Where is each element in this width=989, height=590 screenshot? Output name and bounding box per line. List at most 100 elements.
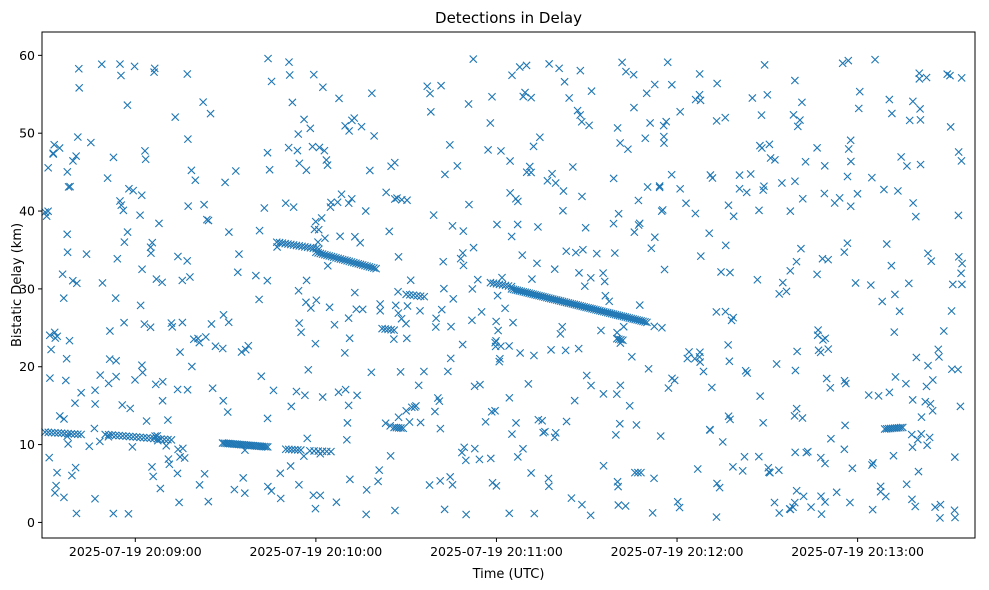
- clutter-point: [533, 222, 542, 231]
- clutter-point: [104, 379, 113, 388]
- clutter-point: [650, 322, 659, 331]
- clutter-point: [748, 94, 757, 103]
- clutter-point: [176, 452, 185, 461]
- clutter-point: [255, 226, 264, 235]
- track-point: [323, 251, 332, 260]
- track-point: [347, 258, 356, 266]
- clutter-point: [382, 188, 391, 197]
- clutter-point: [882, 240, 891, 249]
- clutter-point: [390, 194, 399, 203]
- clutter-point: [263, 482, 272, 491]
- clutter-point: [893, 186, 902, 195]
- clutter-point: [791, 366, 800, 375]
- clutter-point: [797, 98, 806, 107]
- clutter-point: [927, 257, 936, 266]
- clutter-point: [735, 171, 744, 180]
- clutter-point: [302, 276, 311, 285]
- clutter-point: [560, 77, 569, 86]
- clutter-point: [211, 342, 220, 351]
- track-point: [118, 431, 127, 440]
- clutter-point: [558, 322, 567, 331]
- track-point: [318, 250, 327, 259]
- clutter-point: [789, 503, 798, 512]
- clutter-point: [840, 248, 849, 257]
- clutter-point: [67, 471, 76, 480]
- clutter-point: [529, 351, 538, 360]
- clutter-point: [609, 219, 618, 228]
- clutter-point: [917, 413, 926, 422]
- clutter-point: [505, 509, 514, 518]
- clutter-point: [263, 276, 272, 285]
- clutter-point: [757, 144, 766, 153]
- clutter-point: [907, 430, 916, 439]
- clutter-point: [284, 143, 293, 152]
- clutter-point: [650, 233, 659, 242]
- clutter-point: [287, 402, 296, 411]
- clutter-point: [902, 162, 911, 171]
- clutter-point: [596, 326, 605, 335]
- clutter-point: [449, 294, 458, 303]
- clutter-point: [735, 184, 744, 193]
- clutter-point: [171, 113, 180, 122]
- clutter-point: [634, 196, 643, 205]
- clutter-point: [527, 168, 536, 177]
- clutter-point: [53, 468, 62, 477]
- clutter-point: [770, 155, 779, 164]
- clutter-point: [792, 486, 801, 495]
- clutter-point: [376, 300, 385, 309]
- clutter-point: [958, 259, 967, 268]
- clutter-point: [786, 207, 795, 216]
- clutter-point: [86, 138, 95, 147]
- scatter-markers: [41, 54, 967, 522]
- clutter-point: [82, 250, 91, 259]
- clutter-point: [207, 319, 216, 328]
- clutter-point: [149, 472, 158, 481]
- clutter-point: [306, 304, 315, 313]
- clutter-point: [381, 419, 390, 428]
- clutter-point: [183, 385, 192, 394]
- clutter-point: [334, 388, 343, 397]
- clutter-point: [824, 345, 833, 354]
- clutter-point: [699, 367, 708, 376]
- clutter-point: [923, 441, 932, 450]
- clutter-point: [426, 107, 435, 116]
- clutter-point: [330, 320, 339, 329]
- clutter-point: [317, 213, 326, 222]
- clutter-point: [954, 148, 963, 156]
- clutter-point: [390, 158, 399, 167]
- clutter-point: [772, 360, 781, 369]
- clutter-point: [347, 116, 356, 125]
- x-tick-label: 2025-07-19 20:09:00: [69, 544, 202, 559]
- chart-title: Detections in Delay: [435, 9, 582, 27]
- clutter-point: [764, 463, 773, 472]
- clutter-point: [68, 276, 77, 285]
- clutter-point: [294, 286, 303, 295]
- clutter-point: [928, 375, 937, 384]
- clutter-point: [947, 307, 956, 315]
- clutter-point: [470, 444, 479, 453]
- clutter-point: [423, 82, 432, 91]
- axis-ticks: 2025-07-19 20:09:00 2025-07-19 20:10:00 20…: [19, 48, 924, 559]
- clutter-point: [518, 444, 527, 453]
- clutter-point: [690, 354, 699, 363]
- clutter-point: [58, 270, 67, 279]
- clutter-point: [712, 307, 721, 316]
- clutter-point: [492, 317, 501, 326]
- clutter-point: [522, 61, 531, 70]
- clutter-point: [570, 396, 579, 405]
- clutter-point: [456, 254, 465, 263]
- clutter-point: [459, 227, 468, 236]
- clutter-point: [350, 232, 359, 241]
- track-point: [129, 432, 138, 441]
- clutter-point: [650, 80, 659, 89]
- clutter-point: [158, 396, 167, 405]
- clutter-point: [793, 347, 802, 356]
- clutter-point: [763, 90, 772, 99]
- clutter-point: [367, 89, 376, 98]
- clutter-point: [315, 143, 324, 152]
- clutter-point: [174, 445, 183, 454]
- clutter-point: [791, 448, 800, 457]
- clutter-point: [234, 250, 243, 259]
- clutter-point: [342, 435, 351, 444]
- clutter-point: [614, 482, 623, 491]
